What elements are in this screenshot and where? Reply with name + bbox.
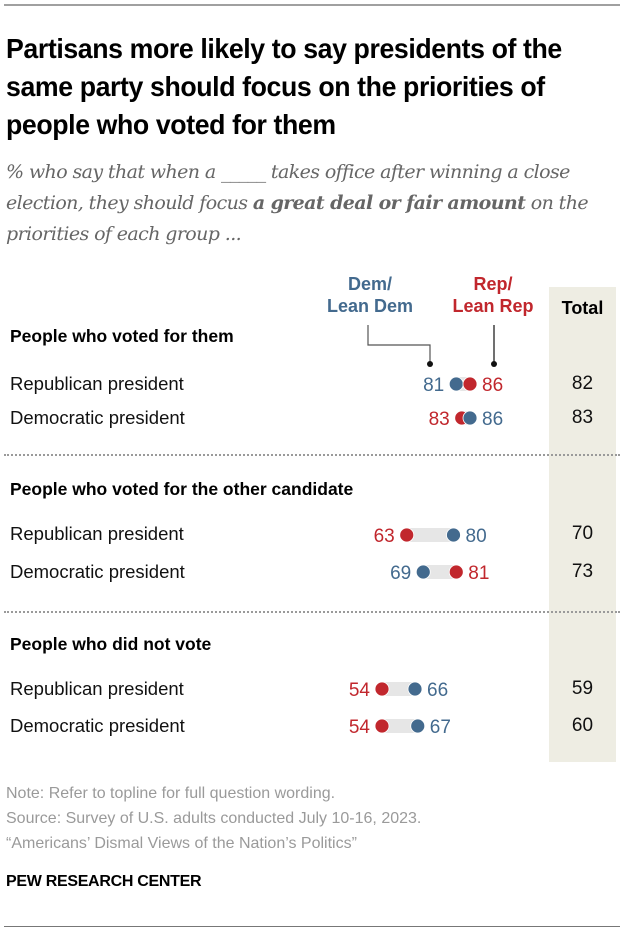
dem-dot (410, 718, 426, 734)
rep-leader-dot (491, 361, 497, 367)
note-text: Note: Refer to topline for full question… (6, 785, 336, 802)
total-value: 73 (571, 561, 594, 582)
dem-value-label: 80 (466, 526, 487, 547)
rep-dot (399, 527, 415, 543)
dem-dot (415, 564, 431, 580)
range-bar (382, 682, 415, 696)
total-value: 83 (571, 407, 594, 428)
dem-value-label: 67 (430, 717, 451, 738)
dem-leader-line (367, 325, 431, 363)
notes: Note: Refer to topline for full question… (6, 781, 421, 856)
subtitle-part1: % who say that when a _____ takes office… (6, 161, 570, 214)
rep-dot (374, 681, 390, 697)
total-value: 60 (571, 715, 594, 736)
section-divider (4, 454, 620, 456)
group-label: People who did not vote (10, 634, 212, 654)
range-bar (382, 719, 418, 733)
rep-dot (462, 376, 478, 392)
row-label: Republican president (10, 523, 184, 544)
dem-value-label: 69 (390, 563, 411, 584)
subtitle-bold: a great deal or fair amount (252, 192, 526, 214)
report-text: “Americans’ Dismal Views of the Nation’s… (6, 835, 357, 852)
total-column-background (549, 287, 616, 762)
rep-value-label: 83 (429, 409, 450, 430)
row-label: Republican president (10, 678, 184, 699)
rep-value-label: 86 (482, 375, 503, 396)
dem-dot (448, 376, 464, 392)
legend-rep: Rep/ Lean Rep (452, 274, 534, 316)
source-text: Source: Survey of U.S. adults conducted … (6, 810, 422, 827)
row-label: Democratic president (10, 407, 185, 428)
range-bar (423, 565, 457, 579)
row-label: Democratic president (10, 561, 185, 582)
row-label: Democratic president (10, 715, 185, 736)
group-label: People who voted for them (10, 326, 234, 346)
legend-dem: Dem/ Lean Dem (326, 274, 414, 316)
total-value: 59 (571, 678, 594, 699)
rep-value-label: 81 (468, 563, 489, 584)
dem-dot (462, 410, 478, 426)
chart-title: Partisans more likely to say presidents … (6, 33, 562, 140)
dem-dot (446, 527, 461, 543)
section-divider (4, 611, 620, 613)
rep-value-label: 54 (349, 717, 371, 738)
rep-value-label: 63 (374, 526, 395, 547)
row-label: Republican president (10, 373, 184, 394)
brand-logo-text: PEW RESEARCH CENTER (6, 873, 202, 890)
bottom-rule (4, 926, 620, 927)
dem-value-label: 86 (482, 409, 503, 430)
legend-total: Total (561, 298, 604, 318)
dem-dot (407, 681, 423, 697)
group-label: People who voted for the other candidate (10, 479, 354, 499)
rep-dot (448, 564, 464, 580)
chart-subtitle: % who say that when a _____ takes office… (6, 157, 616, 250)
total-value: 70 (571, 523, 594, 544)
total-value: 82 (571, 373, 594, 394)
range-bar (406, 528, 454, 542)
dem-value-label: 66 (427, 680, 448, 701)
legend-leader-lines (367, 325, 497, 367)
dem-value-label: 81 (423, 375, 444, 396)
rep-value-label: 54 (349, 680, 371, 701)
top-rule (4, 4, 620, 6)
subtitle-part2: on the priorities of each group ... (6, 192, 589, 245)
rep-dot (374, 718, 390, 734)
dem-leader-dot (427, 361, 433, 367)
